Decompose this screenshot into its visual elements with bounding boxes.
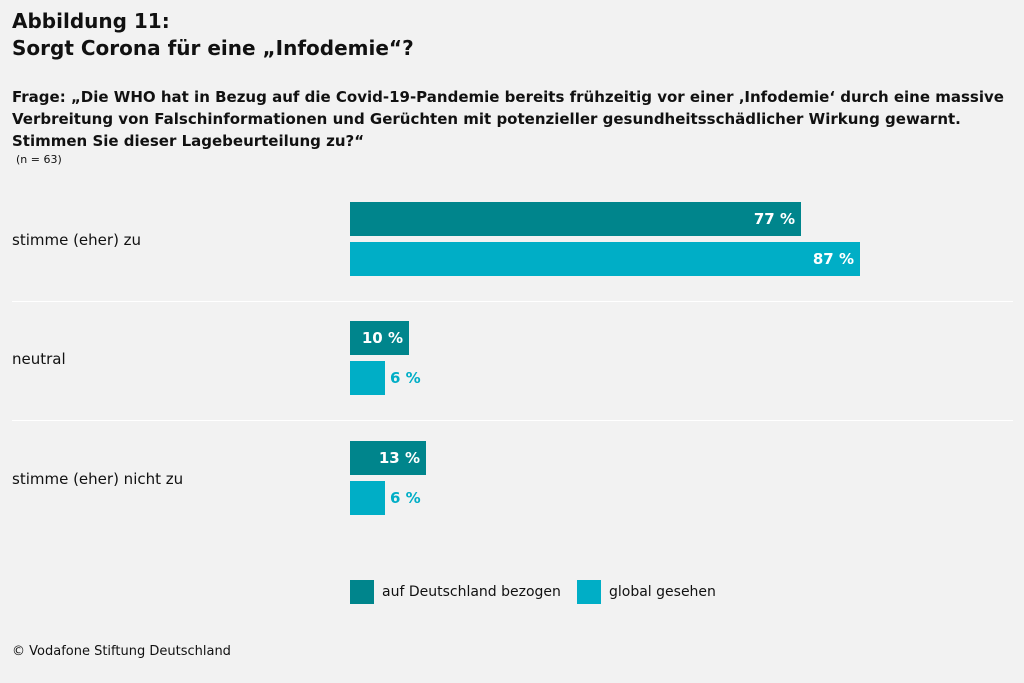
legend-swatch-global: [577, 580, 601, 604]
bar-deutschland: [350, 441, 426, 475]
figure-title: Sorgt Corona für eine „Infodemie“?: [12, 36, 414, 60]
legend-label-deutschland: auf Deutschland bezogen: [382, 584, 561, 600]
bar-global: [350, 242, 860, 276]
bar-value-label: 6 %: [390, 489, 421, 507]
legend-swatch-deutschland: [350, 580, 374, 604]
figure-label: Abbildung 11:: [12, 9, 170, 33]
bar-global: [350, 361, 385, 395]
bar-value-label: 10 %: [361, 329, 403, 347]
category-label: stimme (eher) nicht zu: [12, 470, 184, 488]
bar-value-label: 13 %: [378, 449, 420, 467]
category-label: neutral: [12, 350, 66, 368]
row-divider: [12, 301, 1013, 302]
chart-title: Abbildung 11: Sorgt Corona für eine „Inf…: [12, 8, 414, 62]
bar-global: [350, 481, 385, 515]
bar-value-label: 87 %: [812, 250, 854, 268]
bar-deutschland: [350, 202, 801, 236]
row-divider: [12, 420, 1013, 421]
question-text: Frage: „Die WHO hat in Bezug auf die Cov…: [12, 88, 1004, 150]
copyright-footer: © Vodafone Stiftung Deutschland: [12, 644, 231, 659]
bar-deutschland: [350, 321, 409, 355]
sample-size-note: (n = 63): [16, 153, 62, 166]
legend-label-global: global gesehen: [609, 584, 716, 600]
bar-value-label: 77 %: [753, 210, 795, 228]
bar-value-label: 6 %: [390, 369, 421, 387]
category-label: stimme (eher) zu: [12, 231, 142, 249]
